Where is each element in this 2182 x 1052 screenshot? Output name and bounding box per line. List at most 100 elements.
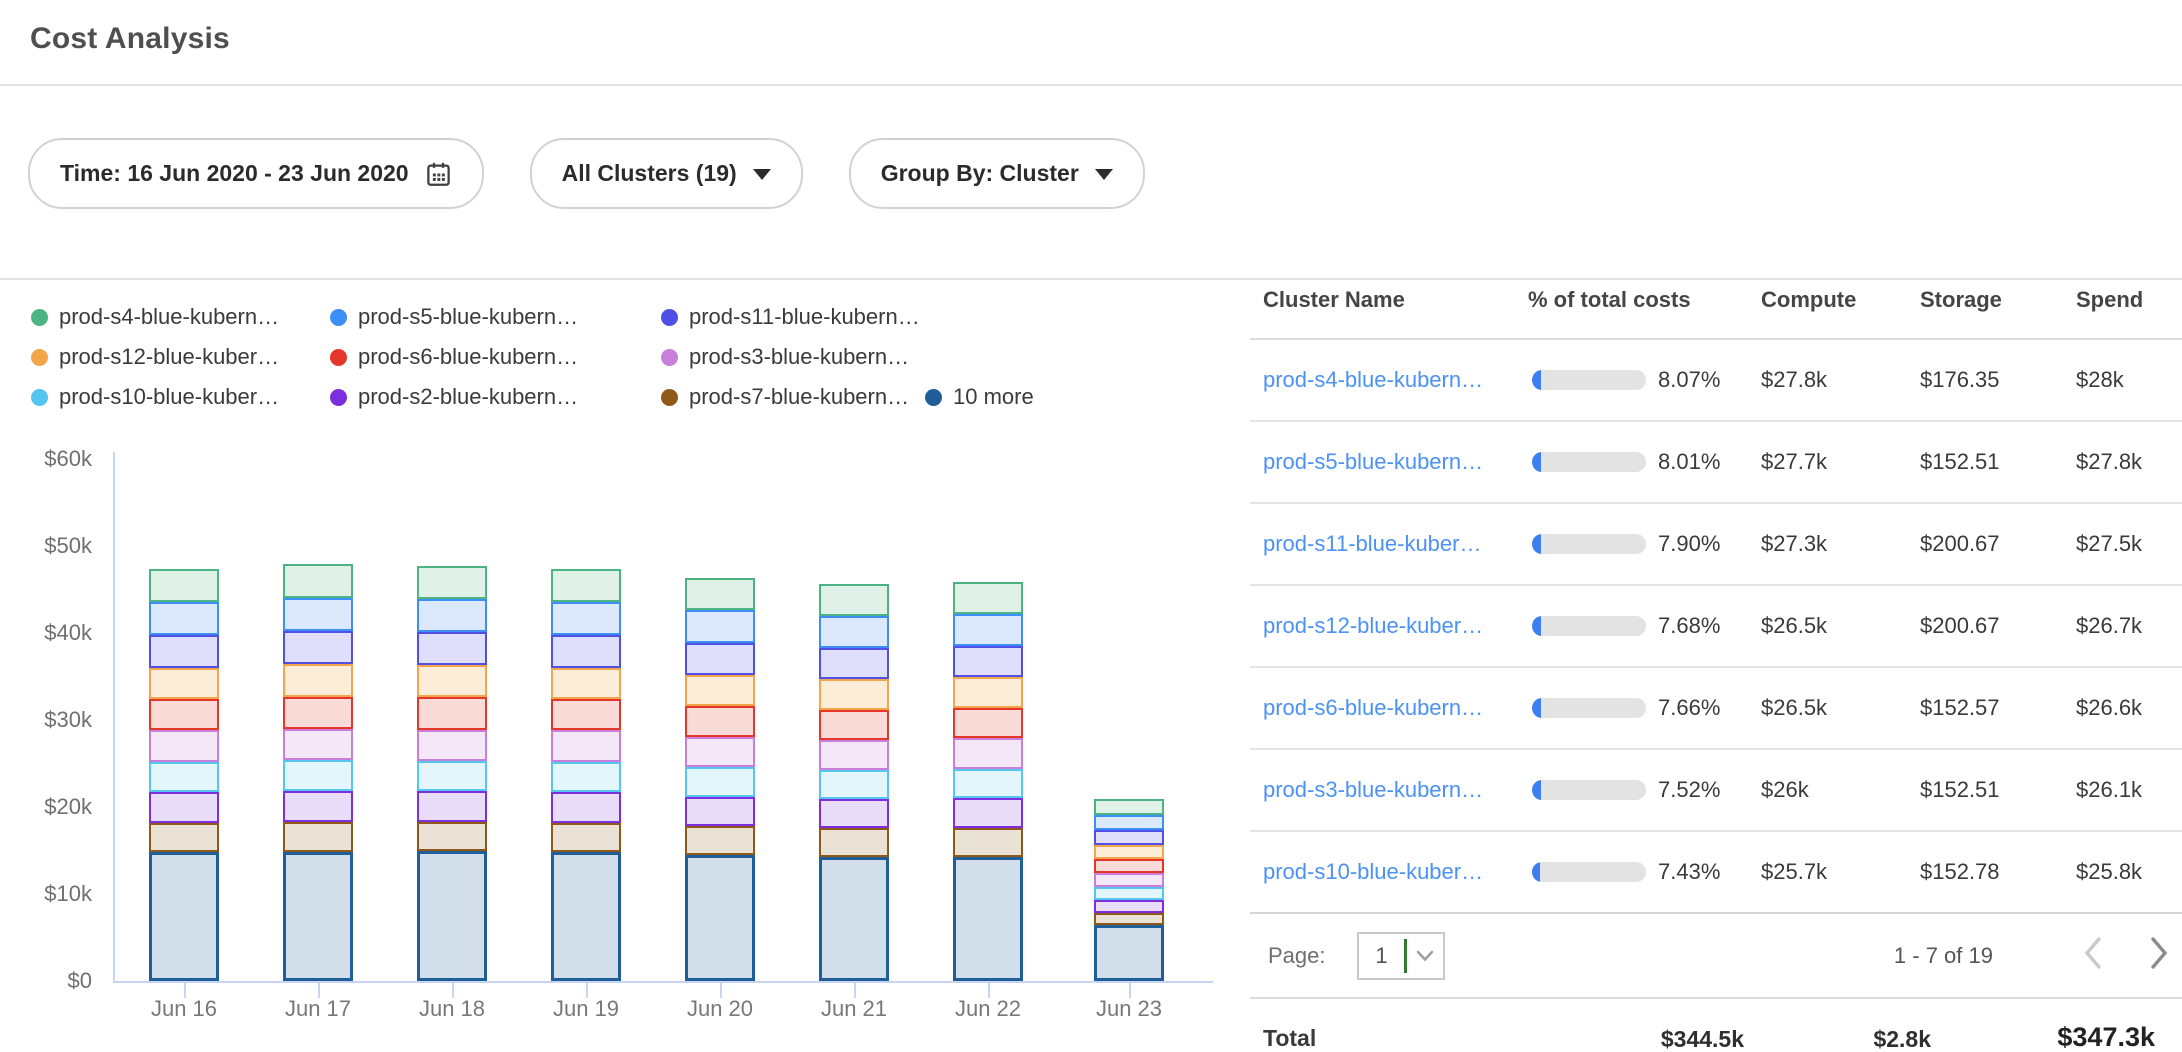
bar-segment[interactable] [1094,799,1164,815]
bar-segment[interactable] [283,791,353,822]
bar-segment[interactable] [149,822,219,853]
bar-segment[interactable] [551,634,621,668]
column-header-cluster-name[interactable]: Cluster Name [1263,287,1405,312]
legend-item-s7[interactable]: prod-s2-blue-kubern… [330,384,661,410]
bar-segment[interactable] [953,677,1023,708]
bar-segment[interactable] [685,706,755,737]
bar-segment[interactable] [283,852,353,981]
bar-segment[interactable] [417,697,487,730]
legend-item-s0[interactable]: prod-s4-blue-kubern… [31,304,330,330]
bar-segment[interactable] [283,760,353,792]
cluster-link[interactable]: prod-s5-blue-kubern… [1263,449,1484,474]
bar-segment[interactable] [551,601,621,635]
bar-segment[interactable] [953,707,1023,739]
bar-segment[interactable] [551,852,621,981]
bar-segment[interactable] [149,568,219,602]
bar-segment[interactable] [819,584,889,617]
bar-segment[interactable] [953,827,1023,857]
bar-segment[interactable] [819,647,889,680]
bar-segment[interactable] [283,728,353,760]
bar-segment[interactable] [417,566,487,600]
bar-segment[interactable] [1094,925,1164,981]
bar-segment[interactable] [819,740,889,770]
bar-segment[interactable] [685,642,755,675]
bar-segment[interactable] [417,851,487,981]
cluster-link[interactable]: prod-s4-blue-kubern… [1263,367,1484,392]
bar-segment[interactable] [819,799,889,828]
bar-segment[interactable] [819,769,889,800]
bar-segment[interactable] [283,598,353,632]
bar-segment[interactable] [283,631,353,665]
bar-segment[interactable] [819,856,889,981]
bar-segment[interactable] [417,632,487,666]
bar-segment[interactable] [953,798,1023,828]
clusters-filter[interactable]: All Clusters (19) [529,138,803,209]
bar-segment[interactable] [417,791,487,822]
bar-segment[interactable] [685,736,755,767]
bar-segment[interactable] [149,761,219,793]
column-header-storage[interactable]: Storage [1920,287,2002,312]
bar-segment[interactable] [417,599,487,633]
bar-segment[interactable] [819,616,889,648]
bar-segment[interactable] [551,699,621,731]
bar-segment[interactable] [149,852,219,981]
bar-segment[interactable] [551,667,621,700]
bar-segment[interactable] [417,665,487,698]
legend-item-s2[interactable]: prod-s11-blue-kubern… [661,304,925,330]
bar-segment[interactable] [149,792,219,823]
next-page-icon[interactable] [2148,936,2170,976]
bar-segment[interactable] [953,613,1023,647]
bar-segment[interactable] [551,730,621,762]
bar-segment[interactable] [685,854,755,981]
bar-segment[interactable] [685,796,755,827]
legend-item-s5[interactable]: prod-s3-blue-kubern… [661,344,925,370]
bar-segment[interactable] [1094,887,1164,901]
bar-segment[interactable] [149,730,219,762]
legend-item-s4[interactable]: prod-s6-blue-kubern… [330,344,661,370]
legend-item-s1[interactable]: prod-s5-blue-kubern… [330,304,661,330]
bar-segment[interactable] [1094,814,1164,831]
bar-segment[interactable] [283,564,353,599]
prev-page-icon[interactable] [2082,936,2104,976]
legend-item-more[interactable]: 10 more [925,384,1034,410]
bar-segment[interactable] [819,827,889,857]
bar-segment[interactable] [685,826,755,855]
page-select[interactable]: 1 [1357,931,1445,980]
bar-segment[interactable] [819,679,889,710]
bar-segment[interactable] [149,601,219,635]
legend-item-s8[interactable]: prod-s7-blue-kubern… [661,384,925,410]
bar-segment[interactable] [685,610,755,643]
bar-segment[interactable] [417,760,487,792]
legend-item-s6[interactable]: prod-s10-blue-kuber… [31,384,330,410]
bar-segment[interactable] [149,634,219,668]
bar-segment[interactable] [1094,845,1164,860]
bar-segment[interactable] [149,667,219,700]
bar-segment[interactable] [1094,873,1164,888]
bar-segment[interactable] [685,578,755,611]
bar-segment[interactable] [1094,913,1164,926]
bar-segment[interactable] [149,699,219,731]
bar-segment[interactable] [551,568,621,602]
bar-segment[interactable] [283,821,353,853]
bar-segment[interactable] [283,696,353,729]
bar-segment[interactable] [953,646,1023,678]
cluster-link[interactable]: prod-s12-blue-kuber… [1263,613,1484,638]
bar-segment[interactable] [953,856,1023,981]
bar-segment[interactable] [953,581,1023,614]
bar-segment[interactable] [551,792,621,823]
column-header-spend[interactable]: Spend [2076,287,2144,312]
cluster-link[interactable]: prod-s11-blue-kuber… [1263,531,1482,556]
cluster-link[interactable]: prod-s6-blue-kubern… [1263,695,1484,720]
bar-segment[interactable] [551,822,621,853]
bar-segment[interactable] [1094,900,1164,914]
cluster-link[interactable]: prod-s3-blue-kubern… [1263,777,1484,802]
bar-segment[interactable] [953,768,1023,799]
bar-segment[interactable] [551,761,621,793]
legend-item-s3[interactable]: prod-s12-blue-kuber… [31,344,330,370]
time-range-filter[interactable]: Time: 16 Jun 2020 - 23 Jun 2020 [28,138,484,209]
bar-segment[interactable] [417,821,487,852]
bar-segment[interactable] [685,766,755,797]
bar-segment[interactable] [283,664,353,697]
bar-segment[interactable] [819,709,889,740]
column-header-compute[interactable]: Compute [1761,287,1857,312]
